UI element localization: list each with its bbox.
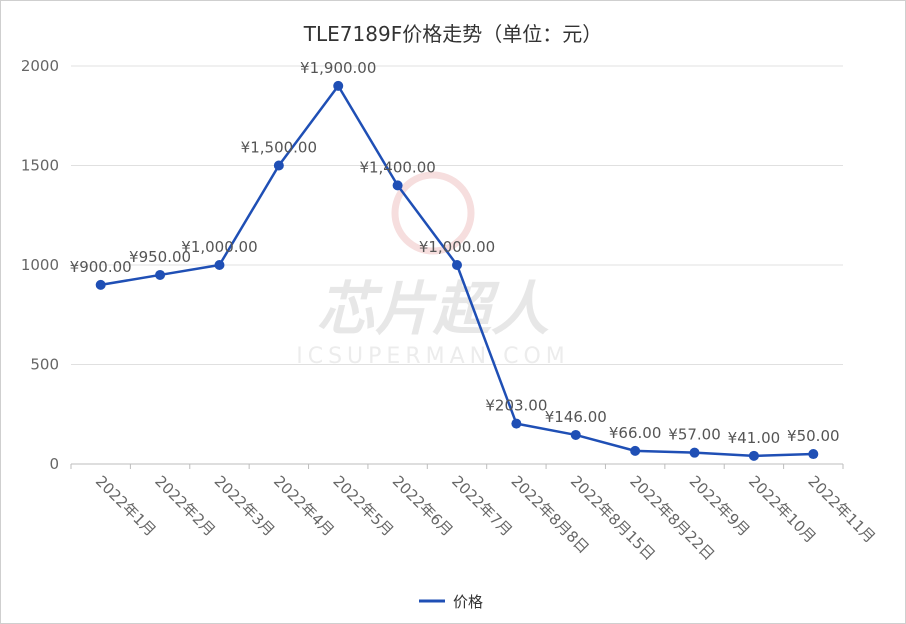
x-tick-label: 2022年3月 [211,472,279,540]
data-point [214,260,225,270]
data-point [808,449,819,460]
data-labels: ¥900.00¥950.00¥1,000.00¥1,500.00¥1,900.0… [70,59,840,447]
data-point [511,418,522,429]
x-tick-label: 2022年2月 [151,472,219,540]
data-point [630,445,641,456]
y-axis: 0 500 1000 1500 2000 [21,57,59,473]
y-tick-label: 1000 [21,256,59,274]
y-tick-label: 500 [30,356,59,374]
data-point [392,180,403,191]
data-label: ¥50.00 [787,427,840,445]
data-point [570,429,581,440]
y-tick-label: 0 [49,455,59,473]
data-label: ¥1,400.00 [359,158,435,176]
chart-title: TLE7189F价格走势（单位：元） [303,22,602,46]
grid [71,65,843,365]
data-label: ¥1,000.00 [181,238,257,256]
data-label: ¥41.00 [728,429,781,447]
watermark-text: 芯片超人 [317,275,549,343]
data-label: ¥1,900.00 [300,59,376,77]
data-point [155,269,166,280]
data-label: ¥66.00 [609,424,662,442]
data-label: ¥146.00 [545,408,607,426]
y-tick-label: 1500 [21,157,59,175]
data-label: ¥1,500.00 [241,139,317,157]
data-point [689,447,700,458]
x-tick-label: 2022年4月 [270,472,338,540]
watermark: 芯片超人 ICSUPERMAN.COM [296,171,570,369]
data-label: ¥900.00 [70,258,132,276]
data-point [95,279,106,290]
x-tick-label: 2022年1月 [92,472,160,540]
data-label: ¥950.00 [129,248,191,266]
x-tick-label: 2022年6月 [389,472,457,540]
data-label: ¥1,000.00 [419,238,495,256]
series-layer [95,80,819,461]
data-point [452,260,462,270]
series-line [100,84,814,458]
data-point [748,450,759,461]
data-point [333,80,344,91]
data-label: ¥203.00 [485,397,547,415]
legend[interactable]: 价格 [419,593,483,611]
y-tick-label: 2000 [21,57,59,75]
watermark-logo-icon [391,171,475,255]
data-label: ¥57.00 [668,426,721,444]
x-tick-label: 2022年7月 [448,472,516,540]
legend-label: 价格 [453,593,483,611]
watermark-subtext: ICSUPERMAN.COM [296,344,570,369]
data-point [273,160,284,171]
x-tick-label: 2022年5月 [329,472,397,540]
x-axis: 2022年1月2022年2月2022年3月2022年4月2022年5月2022年… [70,463,879,564]
